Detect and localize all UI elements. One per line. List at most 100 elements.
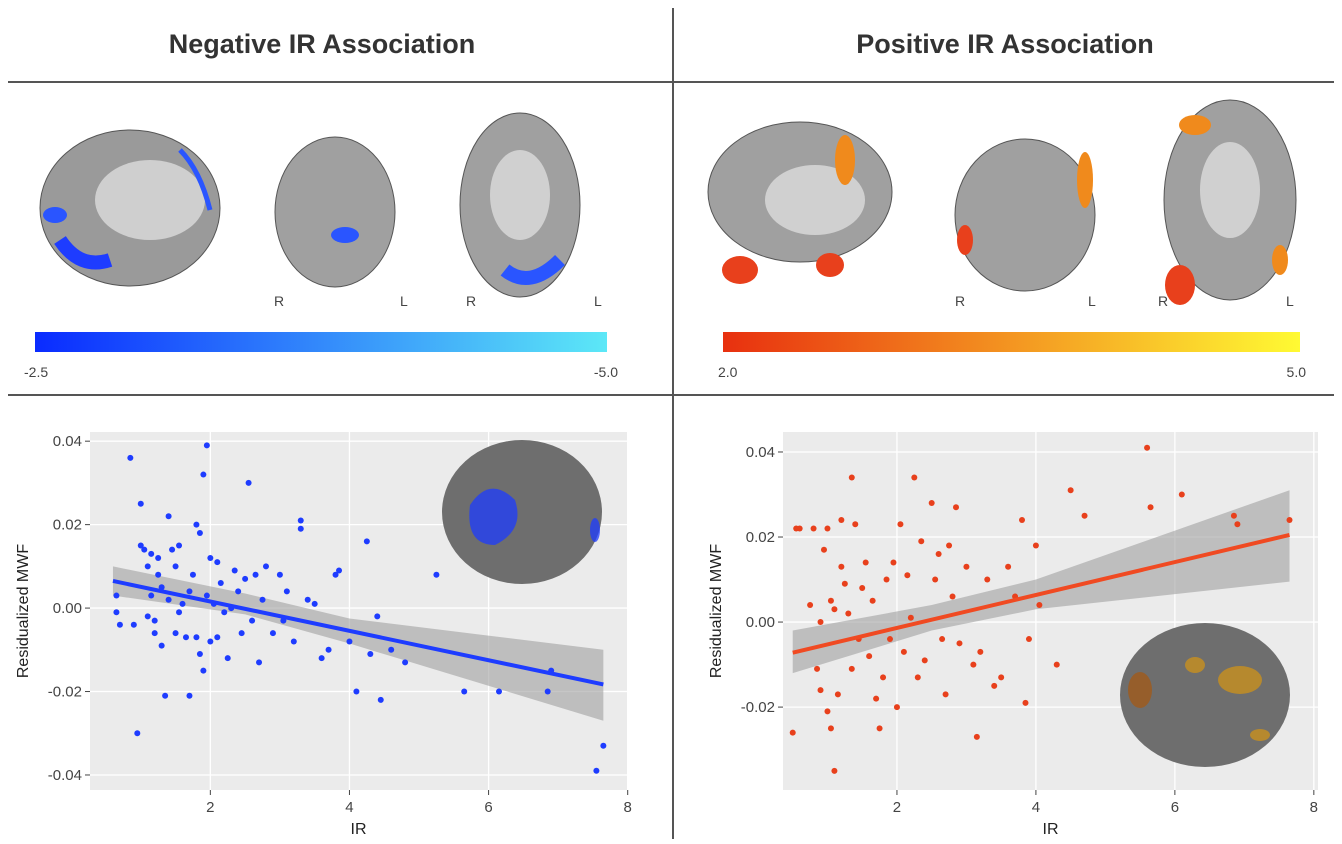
data-point: [260, 597, 266, 603]
data-point: [207, 555, 213, 561]
colorbar-label: 5.0: [1287, 364, 1307, 380]
data-point: [946, 543, 952, 549]
orientation-label: L: [1088, 293, 1096, 309]
data-point: [113, 593, 119, 599]
data-point: [818, 687, 824, 693]
data-point: [197, 651, 203, 657]
x-tick-label: 4: [345, 799, 353, 816]
data-point: [950, 594, 956, 600]
data-point: [1033, 543, 1039, 549]
data-point: [336, 568, 342, 574]
data-point: [1036, 602, 1042, 608]
data-point: [197, 530, 203, 536]
data-point: [1019, 517, 1025, 523]
x-tick-label: 8: [624, 799, 632, 816]
data-point: [176, 542, 182, 548]
data-point: [388, 647, 394, 653]
data-point: [877, 725, 883, 731]
data-point: [890, 560, 896, 566]
data-point: [218, 580, 224, 586]
y-axis-label: Residualized MWF: [15, 544, 32, 678]
data-point: [831, 768, 837, 774]
colorbar-label: 2.0: [718, 364, 738, 380]
data-point: [835, 691, 841, 697]
data-point: [353, 689, 359, 695]
data-point: [970, 662, 976, 668]
colorbar: [35, 332, 607, 352]
data-point: [378, 697, 384, 703]
data-point: [824, 526, 830, 532]
data-point: [838, 564, 844, 570]
data-point: [461, 689, 467, 695]
data-point: [991, 683, 997, 689]
data-point: [828, 725, 834, 731]
data-point: [939, 636, 945, 642]
data-point: [1179, 492, 1185, 498]
data-point: [929, 500, 935, 506]
data-point: [845, 611, 851, 617]
data-point: [1026, 636, 1032, 642]
data-point: [291, 638, 297, 644]
data-point: [1068, 487, 1074, 493]
data-point: [936, 551, 942, 557]
data-point: [873, 696, 879, 702]
data-point: [911, 474, 917, 480]
data-point: [496, 689, 502, 695]
data-point: [270, 630, 276, 636]
orientation-label: L: [400, 293, 408, 309]
data-point: [884, 577, 890, 583]
data-point: [204, 593, 210, 599]
data-point: [127, 455, 133, 461]
x-tick-label: 2: [206, 799, 214, 816]
data-point: [814, 666, 820, 672]
data-point: [402, 659, 408, 665]
data-point: [600, 743, 606, 749]
data-point: [1231, 513, 1237, 519]
data-point: [263, 563, 269, 569]
data-point: [346, 638, 352, 644]
data-point: [148, 551, 154, 557]
data-point: [953, 504, 959, 510]
data-point: [849, 474, 855, 480]
y-tick-label: 0.02: [746, 529, 775, 546]
data-point: [807, 602, 813, 608]
x-tick-label: 2: [893, 799, 901, 816]
data-point: [824, 708, 830, 714]
data-point: [159, 643, 165, 649]
data-point: [166, 513, 172, 519]
data-point: [200, 472, 206, 478]
data-point: [186, 588, 192, 594]
data-point: [193, 522, 199, 528]
data-point: [113, 609, 119, 615]
y-tick-label: -0.02: [741, 699, 775, 716]
data-point: [904, 572, 910, 578]
colorbar: [723, 332, 1300, 352]
data-point: [221, 609, 227, 615]
data-point: [1144, 445, 1150, 451]
orientation-label: R: [274, 293, 284, 309]
data-point: [374, 613, 380, 619]
y-tick-label: -0.04: [48, 767, 82, 784]
data-point: [145, 563, 151, 569]
data-point: [162, 693, 168, 699]
data-point: [838, 517, 844, 523]
data-point: [545, 689, 551, 695]
data-point: [367, 651, 373, 657]
data-point: [842, 581, 848, 587]
data-point: [894, 704, 900, 710]
x-tick-label: 8: [1310, 799, 1318, 816]
data-point: [204, 442, 210, 448]
orientation-label: R: [1158, 293, 1168, 309]
y-tick-label: -0.02: [48, 684, 82, 701]
data-point: [433, 572, 439, 578]
data-point: [214, 634, 220, 640]
orientation-label: L: [1286, 293, 1294, 309]
data-point: [326, 647, 332, 653]
data-point: [828, 598, 834, 604]
data-point: [190, 572, 196, 578]
panel-title: Negative IR Association: [169, 29, 476, 59]
data-point: [859, 585, 865, 591]
data-point: [246, 480, 252, 486]
data-point: [239, 630, 245, 636]
data-point: [984, 577, 990, 583]
